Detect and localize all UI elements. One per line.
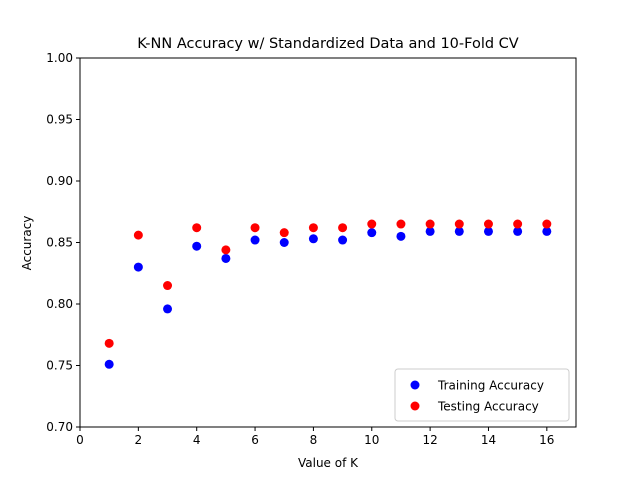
y-tick-label: 0.75 (46, 359, 73, 373)
training-point (192, 241, 202, 251)
training-point (367, 228, 377, 238)
data-points (104, 219, 552, 369)
testing-point (338, 223, 348, 233)
training-point (250, 235, 260, 245)
testing-point (396, 219, 406, 229)
x-tick-label: 16 (539, 433, 554, 447)
x-tick-label: 4 (193, 433, 201, 447)
x-tick-label: 2 (135, 433, 143, 447)
y-tick-label: 0.90 (46, 174, 73, 188)
training-point (454, 226, 464, 236)
testing-point (542, 219, 552, 229)
y-tick-label: 0.70 (46, 420, 73, 434)
plot-area: 0 2 4 6 8 10 12 14 16 0.70 0.75 0.80 0.85 0.90 0.95 1.… (46, 51, 577, 447)
training-point (221, 253, 231, 263)
legend-marker-training (410, 380, 420, 390)
training-point (483, 226, 493, 236)
chart-title: K-NN Accuracy w/ Standardized Data and 1… (137, 36, 518, 52)
x-tick-label: 10 (364, 433, 379, 447)
training-point (396, 231, 406, 241)
x-tick-label: 12 (422, 433, 437, 447)
x-axis: 0 2 4 6 8 10 12 14 16 (76, 427, 554, 447)
legend-box (394, 368, 570, 422)
testing-point (192, 223, 202, 233)
testing-point (425, 219, 435, 229)
training-point (308, 234, 318, 244)
x-tick-label: 6 (251, 433, 259, 447)
training-point (542, 226, 552, 236)
y-tick-label: 0.80 (46, 297, 73, 311)
legend: Training Accuracy Testing Accuracy (394, 368, 570, 422)
y-tick-label: 1.00 (46, 51, 73, 65)
training-point (104, 359, 114, 369)
x-tick-label: 14 (481, 433, 496, 447)
testing-point (104, 338, 114, 348)
legend-label-testing: Testing Accuracy (437, 400, 539, 414)
y-axis-label: Accuracy (20, 216, 34, 271)
y-axis: 0.70 0.75 0.80 0.85 0.90 0.95 1.00 (46, 51, 80, 434)
training-point (279, 238, 289, 247)
testing-point (133, 230, 143, 240)
x-axis-label: Value of K (298, 456, 359, 470)
testing-point (279, 228, 289, 238)
testing-point (483, 219, 493, 229)
x-tick-label: 8 (310, 433, 318, 447)
testing-point (250, 223, 260, 233)
training-point (425, 226, 435, 236)
testing-point (367, 219, 377, 229)
training-point (133, 262, 143, 272)
training-point (513, 226, 523, 236)
testing-point (163, 281, 173, 291)
testing-point (221, 245, 231, 255)
testing-point (308, 223, 318, 233)
legend-label-training: Training Accuracy (437, 379, 544, 393)
testing-point (513, 219, 523, 229)
legend-marker-testing (410, 401, 420, 411)
testing-point (454, 219, 464, 229)
training-point (338, 235, 348, 245)
training-point (163, 304, 173, 314)
x-tick-label: 0 (76, 433, 84, 447)
y-tick-label: 0.95 (46, 113, 73, 127)
y-tick-label: 0.85 (46, 236, 73, 250)
